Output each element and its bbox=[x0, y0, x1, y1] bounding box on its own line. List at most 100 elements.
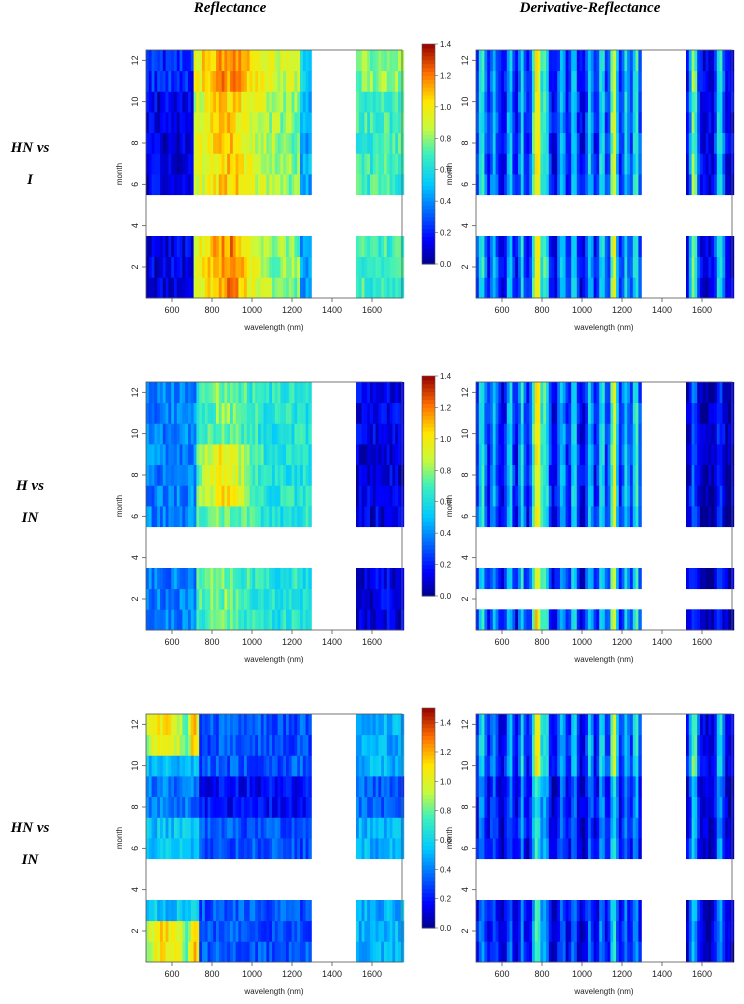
heatmap-cell bbox=[308, 735, 311, 756]
x-tick-label: 600 bbox=[494, 305, 509, 315]
heatmap-cell bbox=[731, 112, 734, 133]
y-axis-label: month bbox=[115, 495, 124, 517]
x-tick-label: 1400 bbox=[322, 637, 342, 647]
heatmap-cell bbox=[638, 817, 641, 838]
column-title-reflectance: Reflectance bbox=[150, 0, 310, 17]
x-tick-label: 1600 bbox=[692, 637, 712, 647]
x-tick-label: 1000 bbox=[242, 969, 262, 979]
heatmap-cell bbox=[308, 403, 311, 424]
heatmap-cell bbox=[731, 568, 734, 589]
y-tick-label: 6 bbox=[460, 514, 470, 519]
heatmap-cell bbox=[638, 444, 641, 465]
x-tick-label: 1200 bbox=[612, 305, 632, 315]
heatmap-cell bbox=[731, 485, 734, 506]
y-tick-label: 12 bbox=[130, 55, 140, 65]
y-axis-label: month bbox=[115, 827, 124, 849]
x-tick-label: 1600 bbox=[692, 305, 712, 315]
x-tick-label: 1200 bbox=[282, 637, 302, 647]
heatmap-cell bbox=[638, 174, 641, 195]
heatmap-cell bbox=[731, 174, 734, 195]
heatmap-cell bbox=[308, 589, 311, 610]
y-tick-label: 4 bbox=[130, 887, 140, 892]
heatmap-cell bbox=[308, 921, 311, 942]
x-axis-label: wavelength (nm) bbox=[243, 655, 303, 664]
y-tick-label: 10 bbox=[460, 97, 470, 107]
heatmap-cell bbox=[638, 423, 641, 444]
y-tick-label: 4 bbox=[130, 555, 140, 560]
y-tick-label: 10 bbox=[130, 429, 140, 439]
heatmap-cell bbox=[638, 714, 641, 735]
heatmap-cell bbox=[308, 423, 311, 444]
heatmap-cell bbox=[731, 257, 734, 278]
heatmap-cell bbox=[308, 277, 311, 298]
y-tick-label: 6 bbox=[130, 182, 140, 187]
x-axis-label: wavelength (nm) bbox=[243, 987, 303, 996]
x-tick-label: 1400 bbox=[652, 637, 672, 647]
x-tick-label: 1400 bbox=[322, 969, 342, 979]
heatmap-cell bbox=[638, 277, 641, 298]
x-tick-label: 1000 bbox=[242, 305, 262, 315]
heatmap-cell bbox=[731, 71, 734, 92]
heatmap-cell bbox=[308, 133, 311, 154]
heatmap-cell bbox=[731, 817, 734, 838]
heatmap-cell bbox=[308, 900, 311, 921]
heatmap-cell bbox=[308, 71, 311, 92]
heatmap-cell bbox=[731, 444, 734, 465]
row-label-hn-vs-in: HN vs IN bbox=[0, 812, 60, 876]
heatmap-cell bbox=[638, 485, 641, 506]
y-tick-label: 6 bbox=[460, 182, 470, 187]
x-tick-label: 1600 bbox=[362, 969, 382, 979]
x-tick-label: 1600 bbox=[362, 637, 382, 647]
heatmap-cell bbox=[731, 403, 734, 424]
x-tick-label: 800 bbox=[534, 305, 549, 315]
x-axis-label: wavelength (nm) bbox=[573, 323, 633, 332]
x-tick-label: 1200 bbox=[612, 637, 632, 647]
x-tick-label: 600 bbox=[164, 637, 179, 647]
heatmap-cell bbox=[731, 900, 734, 921]
x-tick-label: 800 bbox=[204, 969, 219, 979]
heatmap-cell bbox=[638, 900, 641, 921]
heatmap-cell bbox=[308, 382, 311, 403]
heatmap-cell bbox=[731, 838, 734, 859]
y-tick-label: 8 bbox=[460, 140, 470, 145]
heatmap-cell bbox=[638, 797, 641, 818]
heatmap-cell bbox=[638, 133, 641, 154]
heatmap-cell bbox=[731, 776, 734, 797]
x-tick-label: 1400 bbox=[322, 305, 342, 315]
heatmap-cell bbox=[731, 423, 734, 444]
heatmap-cell bbox=[308, 941, 311, 962]
heatmap-cell bbox=[638, 403, 641, 424]
heatmap-cell bbox=[308, 506, 311, 527]
heatmap-cell bbox=[308, 609, 311, 630]
heatmap-cells bbox=[476, 382, 734, 630]
y-tick-label: 6 bbox=[130, 514, 140, 519]
heatmap-cell bbox=[638, 91, 641, 112]
heatmap-cells bbox=[146, 382, 404, 630]
heatmap-cell bbox=[308, 485, 311, 506]
x-axis-label: wavelength (nm) bbox=[573, 655, 633, 664]
heatmap-cell bbox=[308, 568, 311, 589]
x-axis-label: wavelength (nm) bbox=[243, 323, 303, 332]
heatmap-cell bbox=[638, 506, 641, 527]
y-tick-label: 8 bbox=[130, 804, 140, 809]
heatmap-cell bbox=[308, 714, 311, 735]
row-label-line2: IN bbox=[0, 844, 60, 876]
row-label-h-vs-in: H vs IN bbox=[0, 470, 60, 534]
y-tick-label: 2 bbox=[130, 928, 140, 933]
heatmap-cell bbox=[731, 50, 734, 71]
heatmap-cell bbox=[731, 236, 734, 257]
heatmap-cell bbox=[731, 921, 734, 942]
heatmap-cell bbox=[308, 174, 311, 195]
heatmap-cell bbox=[638, 71, 641, 92]
heatmap-cell bbox=[308, 257, 311, 278]
heatmap-cell bbox=[731, 277, 734, 298]
heatmap-cell bbox=[638, 921, 641, 942]
heatmap-cell bbox=[731, 941, 734, 962]
heatmap-cell bbox=[308, 153, 311, 174]
heatmap-cell bbox=[638, 776, 641, 797]
y-tick-label: 12 bbox=[130, 387, 140, 397]
y-tick-label: 12 bbox=[130, 719, 140, 729]
